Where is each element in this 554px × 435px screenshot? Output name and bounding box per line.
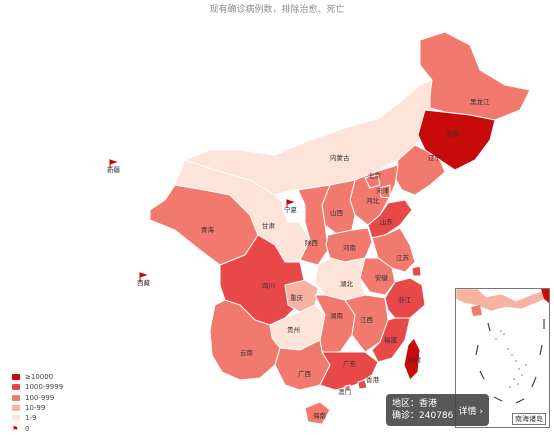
tooltip-region-row: 地区：香港 — [392, 399, 438, 409]
label-黑龙江: 黑龙江 — [470, 97, 490, 106]
label-江西: 江西 — [360, 316, 374, 324]
province-澳门[interactable] — [344, 384, 351, 392]
legend-item[interactable]: ⚑ 0 — [12, 424, 30, 433]
label-内蒙古: 内蒙古 — [330, 153, 350, 162]
province-天津[interactable] — [379, 184, 391, 199]
legend-item[interactable]: 1000-9999 — [12, 382, 63, 392]
label-福建: 福建 — [384, 335, 398, 344]
flag-icon: ⚑ — [12, 424, 19, 433]
label-广东: 广东 — [343, 359, 357, 368]
label-新疆: 新疆 — [107, 165, 121, 174]
label-澳门: 澳门 — [338, 387, 351, 396]
label-山西: 山西 — [330, 208, 344, 217]
legend-swatch — [12, 384, 20, 391]
label-安徽: 安徽 — [375, 273, 389, 282]
inset-map — [455, 288, 550, 404]
detail-button[interactable]: 详情 › — [458, 407, 483, 417]
inset-title: 南海诸岛 — [512, 413, 546, 425]
region-tooltip: 地区：香港 确诊：240786 详情 › — [386, 394, 489, 426]
province-台湾[interactable] — [403, 337, 421, 381]
label-四川: 四川 — [262, 282, 275, 290]
inset-mainland-coast — [455, 288, 550, 312]
map-title: 现有确诊病例数，排除治愈、死亡 — [209, 5, 345, 15]
province-福建[interactable] — [371, 317, 411, 363]
province-安徽[interactable] — [359, 257, 396, 296]
legend-swatch — [12, 415, 20, 422]
tooltip-confirmed-value: 240786 — [419, 411, 454, 421]
legend-item[interactable]: 10-99 — [12, 403, 63, 413]
tooltip-confirmed-row: 确诊：240786 — [392, 411, 454, 421]
label-甘肃: 甘肃 — [262, 221, 276, 230]
label-湖北: 湖北 — [340, 279, 354, 288]
label-宁夏: 宁夏 — [284, 205, 298, 214]
label-香港: 香港 — [366, 375, 380, 384]
label-吉林: 吉林 — [446, 129, 460, 138]
province-辽宁[interactable] — [394, 144, 446, 196]
legend-swatch — [12, 374, 20, 381]
label-陕西: 陕西 — [305, 238, 319, 247]
label-河北: 河北 — [366, 197, 380, 205]
label-北京: 北京 — [368, 171, 382, 180]
province-吉林[interactable] — [417, 109, 496, 171]
legend-item[interactable]: 1-9 — [12, 413, 63, 423]
flag-icon — [109, 159, 118, 168]
label-重庆: 重庆 — [290, 293, 304, 302]
legend-item[interactable]: ≥10000 — [12, 372, 63, 382]
label-河南: 河南 — [343, 243, 357, 252]
flag-icon — [286, 199, 295, 208]
label-青海: 青海 — [201, 225, 215, 234]
label-湖南: 湖南 — [330, 311, 344, 320]
label-江苏: 江苏 — [396, 253, 410, 262]
label-云南: 云南 — [240, 348, 254, 357]
flag-icon — [139, 272, 148, 281]
label-台湾: 台湾 — [408, 355, 422, 364]
province-浙江[interactable] — [384, 277, 426, 319]
legend: ≥10000 1000-9999 100-999 10-99 1-9 ⚑ 0 — [12, 372, 63, 434]
legend-swatch — [12, 405, 20, 412]
province-湖北[interactable] — [314, 257, 366, 301]
province-上海[interactable] — [411, 265, 422, 277]
label-贵州: 贵州 — [287, 325, 300, 334]
label-海南: 海南 — [313, 411, 327, 420]
south-china-sea-inset: 南海诸岛 — [455, 288, 550, 428]
tooltip-region-value: 香港 — [419, 399, 438, 409]
zero-case-flags — [109, 159, 295, 281]
nine-dash-line — [475, 319, 545, 404]
province-香港[interactable] — [357, 379, 368, 390]
label-浙江: 浙江 — [398, 295, 412, 304]
province-labels: 黑龙江 吉林 辽宁 内蒙古 新疆 西藏 青海 甘肃 宁夏 陕西 山西 河北 北京… — [107, 97, 490, 420]
label-西藏: 西藏 — [137, 278, 151, 287]
province-北京[interactable] — [364, 174, 381, 189]
province-海南[interactable] — [304, 401, 331, 425]
label-山东: 山东 — [380, 217, 394, 226]
label-天津: 天津 — [376, 187, 390, 195]
province-湖南[interactable] — [314, 294, 356, 353]
label-广西: 广西 — [298, 369, 312, 378]
inset-taiwan — [541, 289, 549, 303]
province-广东[interactable] — [319, 351, 379, 391]
inset-hainan — [471, 305, 482, 316]
inset-islands — [495, 330, 527, 388]
province-黑龙江[interactable] — [419, 31, 531, 121]
legend-swatch — [12, 394, 20, 401]
legend-item[interactable]: 100-999 — [12, 393, 63, 403]
label-辽宁: 辽宁 — [428, 153, 442, 162]
